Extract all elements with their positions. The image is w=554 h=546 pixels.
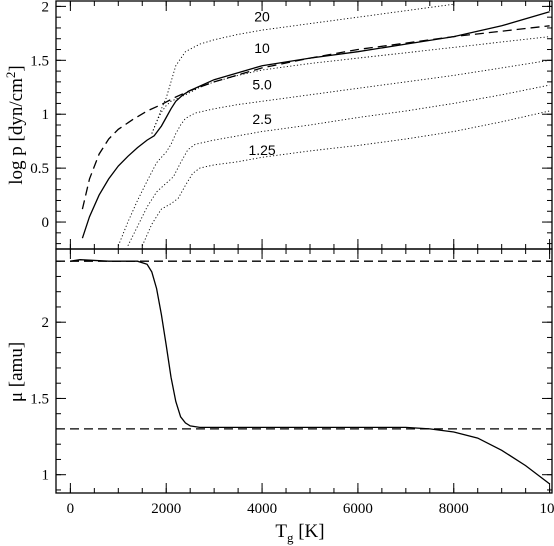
dotted-curve-1.25 bbox=[141, 110, 550, 246]
dotted-curve-20 bbox=[151, 3, 454, 134]
bottom-panel-frame bbox=[55, 248, 553, 494]
top-y-tick-label: 1.5 bbox=[30, 53, 49, 69]
top-dashed-line-1 bbox=[81, 25, 550, 210]
x-tick-label: 10⁴ bbox=[539, 501, 554, 517]
top-y-axis-label: log p [dyn/cm2] bbox=[3, 65, 27, 184]
dotted-curve-2.5 bbox=[127, 84, 550, 246]
x-tick-label: 0 bbox=[67, 501, 75, 517]
bottom-y-axis-label: μ [amu] bbox=[6, 342, 27, 402]
top-solid-line-0 bbox=[81, 11, 550, 239]
top-panel-curves: 20 10 5.0 2.5 1.25 bbox=[81, 3, 550, 246]
curve-label-2.5: 2.5 bbox=[252, 111, 272, 127]
dotted-curve-5.0 bbox=[117, 59, 550, 246]
bottom-panel-ticks: 1 1.5 2 0 2000 4000 6000 8000 10⁴ bbox=[30, 249, 554, 517]
curve-label-20: 20 bbox=[254, 8, 270, 24]
top-y-tick-label: 0.5 bbox=[30, 161, 49, 177]
curve-label-5.0: 5.0 bbox=[252, 76, 272, 92]
bottom-y-tick-label: 1 bbox=[42, 468, 50, 484]
top-panel-frame bbox=[55, 0, 553, 250]
top-panel-ticks: 0 0.5 1 1.5 2 bbox=[30, 0, 552, 249]
curve-label-10: 10 bbox=[254, 40, 270, 56]
curve-label-1.25: 1.25 bbox=[248, 142, 275, 158]
top-y-tick-label: 1 bbox=[42, 107, 50, 123]
x-tick-label: 8000 bbox=[439, 501, 469, 517]
x-tick-label: 4000 bbox=[247, 501, 277, 517]
bottom-panel-curves bbox=[56, 259, 552, 485]
top-y-tick-label: 0 bbox=[42, 215, 50, 231]
bottom-y-tick-label: 1.5 bbox=[30, 391, 49, 407]
top-y-tick-label: 2 bbox=[42, 0, 50, 15]
bottom-solid-line-0 bbox=[70, 259, 550, 485]
axis-labels: log p [dyn/cm2] μ [amu] Tg [K] bbox=[3, 65, 325, 545]
x-tick-label: 6000 bbox=[343, 501, 373, 517]
bottom-y-tick-label: 2 bbox=[42, 315, 50, 331]
x-tick-label: 2000 bbox=[151, 501, 181, 517]
x-axis-label: Tg [K] bbox=[275, 521, 324, 545]
